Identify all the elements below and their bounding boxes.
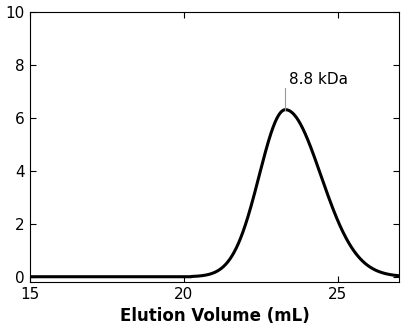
Text: 8.8 kDa: 8.8 kDa [289, 72, 348, 87]
X-axis label: Elution Volume (mL): Elution Volume (mL) [120, 307, 309, 325]
